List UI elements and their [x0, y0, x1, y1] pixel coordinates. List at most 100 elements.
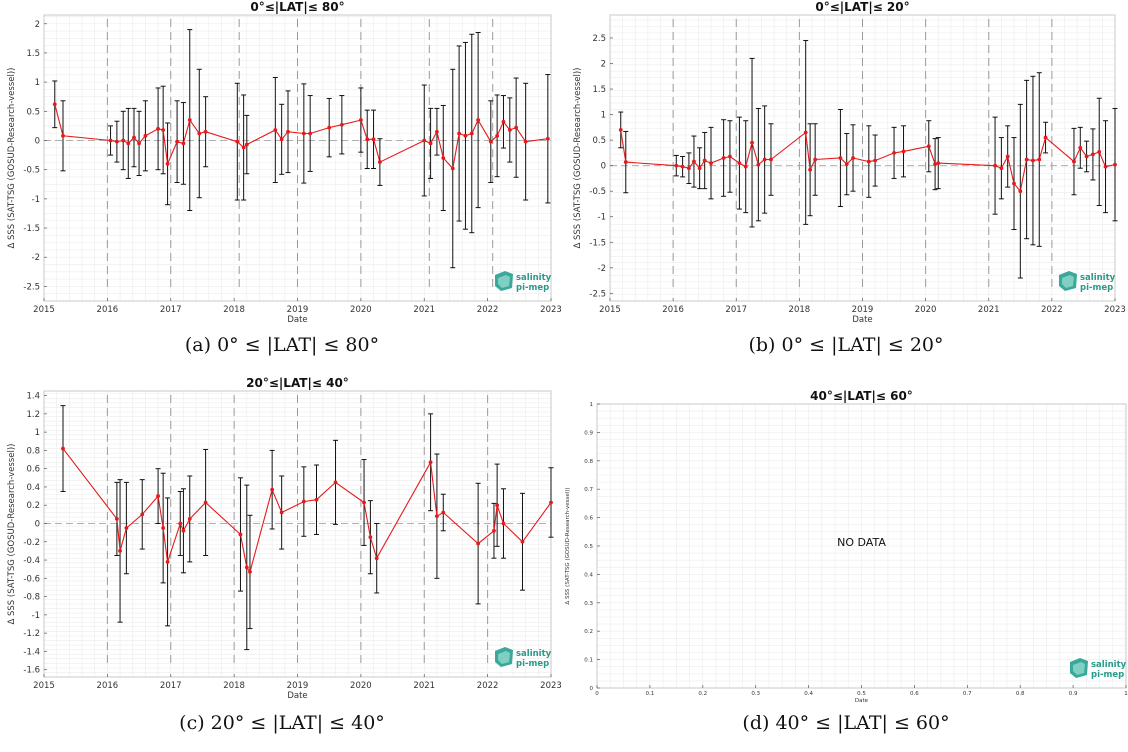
x-tick-label: 1: [1124, 691, 1128, 697]
y-tick-label: -1.4: [23, 647, 40, 657]
data-point: [1031, 158, 1035, 163]
data-point: [132, 135, 136, 140]
y-tick-label: -1: [32, 611, 40, 621]
x-tick-label: 2019: [852, 305, 874, 315]
x-axis-label: Date: [287, 691, 307, 701]
x-tick-label: 2015: [599, 305, 621, 315]
data-point: [52, 102, 57, 107]
data-point: [1018, 189, 1023, 194]
data-point: [492, 528, 496, 533]
y-tick-label: 0.5: [592, 136, 606, 146]
data-point: [333, 480, 338, 485]
data-point: [463, 133, 468, 138]
data-point: [165, 161, 170, 166]
data-point: [933, 162, 937, 167]
y-tick-label: -1.6: [23, 666, 40, 676]
data-point: [476, 541, 481, 546]
y-tick-label: -0.5: [23, 166, 40, 176]
data-point: [523, 139, 528, 144]
data-point: [61, 446, 65, 451]
data-point: [1091, 152, 1095, 157]
data-point: [769, 157, 773, 162]
data-point: [178, 521, 183, 526]
x-tick-label: 0.2: [698, 691, 707, 697]
y-tick-label: 0.9: [584, 430, 593, 436]
logo-line1: salinity: [1091, 660, 1127, 670]
series-line: [62, 448, 552, 574]
chart-d: 40°≤|LAT|≤ 60° 0 0.1 0.2 0.3 0.4 0.5 0.6 0.7 0.8 0…: [565, 389, 1128, 704]
y-tick-label: -0.5: [589, 187, 606, 197]
data-point: [1113, 162, 1117, 167]
data-point: [108, 138, 113, 143]
y-tick-label: -0.8: [23, 593, 40, 603]
x-tick-label: 2016: [97, 681, 119, 691]
data-point: [709, 161, 713, 166]
y-tick-label: 0: [601, 162, 606, 172]
data-point: [270, 487, 275, 492]
data-point: [121, 138, 126, 143]
series: [60, 405, 554, 651]
data-point: [866, 159, 871, 164]
data-point: [750, 140, 754, 145]
data-point: [873, 158, 878, 163]
chart-title: 20°≤|LAT|≤ 40°: [246, 376, 349, 390]
x-tick-label: 2022: [477, 305, 499, 315]
y-tick-label: 0.8: [584, 459, 593, 465]
data-point: [520, 539, 525, 544]
chart-panel-d: 40°≤|LAT|≤ 60° 0 0.1 0.2 0.3 0.4 0.5 0.6 0.7 0.8 0…: [564, 376, 1128, 704]
chart-b: 0°≤|LAT|≤ 20°2015 2016 2017 2018 2019 2020 202…: [573, 0, 1126, 325]
data-point: [203, 129, 208, 134]
y-tick-label: 0.4: [26, 483, 40, 493]
logo-mark-inner: [498, 275, 510, 288]
logo-mark-inner: [1073, 662, 1085, 675]
x-tick-label: 2018: [223, 305, 245, 315]
data-point: [61, 133, 65, 138]
x-tick-label: 0.7: [963, 691, 972, 697]
data-point: [702, 158, 707, 163]
data-point: [248, 570, 252, 574]
data-point: [936, 161, 941, 166]
logo-line2: pi-mep: [1080, 283, 1113, 293]
data-point: [235, 139, 240, 144]
x-tick-label: 2023: [540, 681, 562, 691]
y-axis-label: Δ SSS (SAT-TSG (GOSUD-Research-vessel)): [565, 487, 571, 604]
data-point: [692, 159, 696, 164]
data-point: [371, 137, 376, 142]
x-axis-label: Date: [852, 315, 872, 325]
data-point: [422, 138, 427, 143]
data-point: [450, 166, 455, 171]
data-point: [327, 125, 332, 130]
y-tick-label: 1.2: [26, 410, 40, 420]
y-tick-label: -1.5: [23, 224, 40, 234]
data-point: [377, 160, 382, 164]
logo-mark-inner: [498, 651, 510, 664]
x-tick-label: 2023: [1104, 305, 1126, 315]
data-point: [687, 166, 691, 171]
data-point: [743, 164, 748, 169]
data-point: [1078, 145, 1083, 150]
y-tick-label: -2: [598, 264, 606, 274]
y-tick-label: -2.5: [589, 289, 606, 299]
y-tick-label: 1: [601, 111, 606, 121]
x-tick-label: 2023: [540, 305, 562, 315]
data-point: [279, 510, 284, 515]
x-tick-label: 2021: [413, 681, 435, 691]
caption-a: (a) 0° ≤ |LAT| ≤ 80°: [184, 334, 380, 356]
data-point: [137, 141, 141, 146]
y-tick-label: 0.3: [584, 601, 593, 607]
data-point: [362, 500, 366, 505]
y-tick-label: -2: [32, 253, 40, 263]
x-tick-label: 2015: [33, 305, 55, 315]
x-tick-label: 0.8: [1016, 691, 1025, 697]
y-tick-label: 0.8: [26, 446, 40, 456]
data-point: [514, 125, 519, 130]
data-point: [339, 122, 344, 127]
y-tick-label: 1.5: [26, 49, 40, 59]
data-point: [187, 517, 192, 521]
chart-panel-b: 0°≤|LAT|≤ 20° 2015 2016 2017 2018 2019 2020 202…: [564, 0, 1128, 325]
data-point: [156, 494, 160, 498]
data-point: [495, 133, 500, 138]
data-point: [241, 145, 246, 150]
